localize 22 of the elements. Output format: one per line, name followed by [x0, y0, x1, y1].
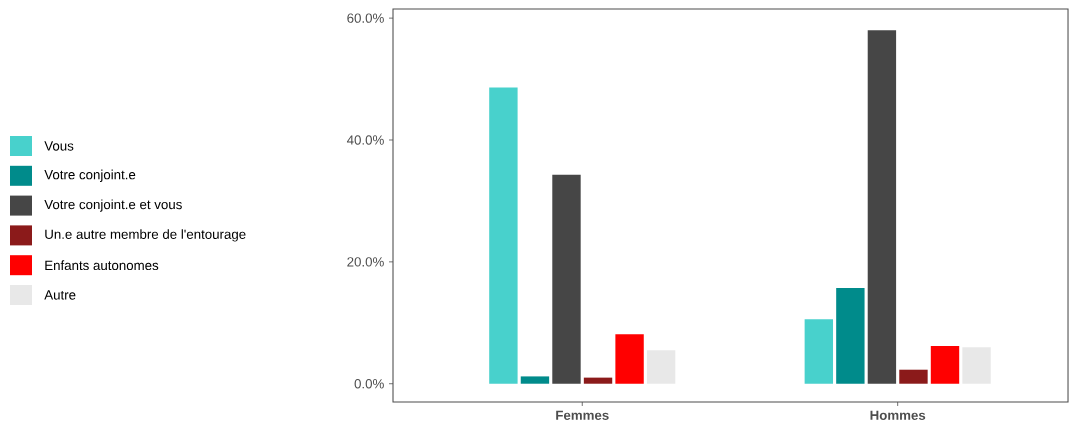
bar: [930, 345, 960, 384]
bar: [520, 376, 550, 384]
legend-label: Vous: [44, 141, 74, 151]
bar: [615, 334, 644, 384]
legend-label: Un.e autre membre de l'entourage: [45, 229, 246, 242]
legend-label: Votre conjoint.e et vous: [44, 199, 182, 212]
x-tick-label: Femmes: [556, 410, 609, 420]
y-tick-label: 60.0%: [347, 13, 384, 23]
y-tick-label: 0.0%: [354, 379, 384, 389]
legend-label: Autre: [44, 290, 76, 300]
bar: [804, 319, 834, 384]
bar: [899, 369, 928, 384]
bar: [867, 30, 897, 384]
x-tick-label: Hommes: [870, 410, 926, 420]
bar: [583, 377, 613, 384]
legend-label: Enfants autonomes: [45, 260, 159, 271]
bar: [836, 288, 865, 384]
legend-label: Votre conjoint.e: [44, 169, 136, 182]
y-tick-label: 40.0%: [346, 135, 384, 145]
bar: [552, 174, 581, 384]
y-tick-label: 20.0%: [347, 257, 384, 267]
bar: [489, 87, 518, 384]
